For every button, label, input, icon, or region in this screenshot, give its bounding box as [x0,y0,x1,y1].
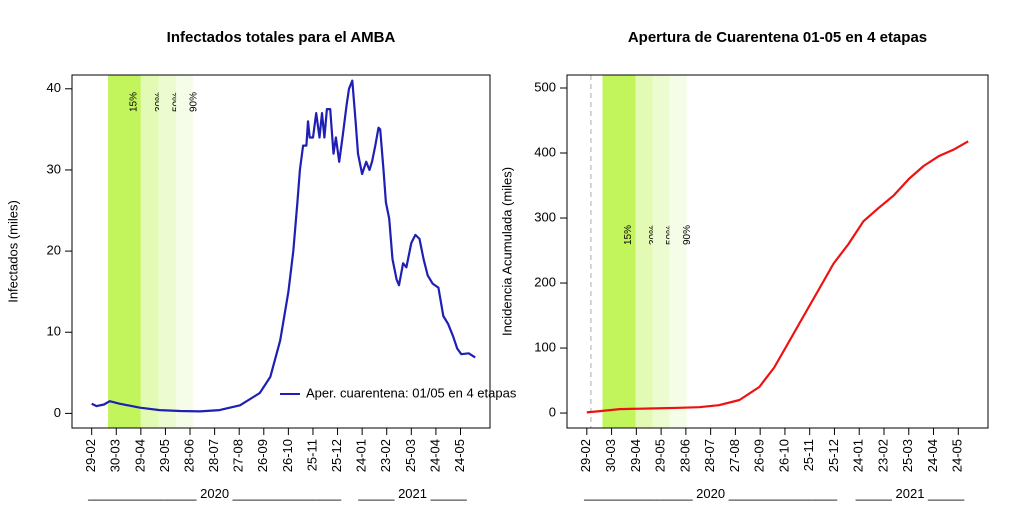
x-tick-label: 28-07 [206,439,221,472]
phase-band [140,75,159,428]
y-axis-label: Infectados (miles) [5,200,20,303]
y-tick-label: 0 [549,404,556,419]
phase-band [669,75,687,428]
phase-band [176,75,194,428]
x-tick-label: 27-08 [231,439,246,472]
year-label: _______________ 2020 _______________ [583,486,838,501]
x-tick-label: 25-12 [329,439,344,472]
x-tick-label: 30-03 [108,439,123,472]
x-tick-label: 29-05 [157,439,172,472]
year-label: _______________ 2020 _______________ [87,486,342,501]
x-tick-label: 26-09 [752,439,767,472]
x-tick-label: 26-09 [255,439,270,472]
x-tick-label: 28-06 [181,439,196,472]
x-tick-label: 24-04 [427,439,442,472]
x-tick-label: 27-08 [727,439,742,472]
x-tick-label: 25-03 [403,439,418,472]
plot-frame [566,74,989,429]
y-tick-label: 300 [534,209,556,224]
x-tick-label: 29-05 [653,439,668,472]
year-label: _____ 2021 _____ [357,486,467,501]
x-tick-label: 23-02 [875,439,890,472]
x-tick-label: 25-11 [801,439,816,471]
chart-title: Apertura de Cuarentena 01-05 en 4 etapas [628,29,927,46]
y-tick-label: 0 [54,405,61,420]
chart-title: Infectados totales para el AMBA [167,29,396,46]
x-tick-label: 25-11 [304,439,319,471]
x-tick-label: 24-01 [354,439,369,472]
phase-band [158,75,177,428]
band-label: 90% [189,92,200,112]
y-tick-label: 40 [47,80,61,95]
x-tick-label: 25-12 [826,439,841,472]
x-tick-label: 30-03 [603,439,618,472]
y-tick-label: 20 [47,243,61,258]
x-tick-label: 29-04 [628,439,643,472]
x-tick-label: 24-04 [925,439,940,472]
x-tick-label: 25-03 [900,439,915,472]
legend-label: Aper. cuarentena: 01/05 en 4 etapas [306,385,517,400]
y-axis-label: Incidencia Acumulada (miles) [499,167,514,336]
x-tick-label: 29-04 [132,439,147,472]
y-tick-label: 10 [47,324,61,339]
x-tick-label: 24-05 [950,439,965,472]
y-tick-label: 500 [534,79,556,94]
x-tick-label: 28-07 [702,439,717,472]
data-line [586,140,969,414]
phase-band [652,75,670,428]
x-tick-label: 24-01 [851,439,866,472]
band-label: 15% [623,225,634,245]
band-label: 15% [128,92,139,112]
x-tick-label: 26-10 [776,439,791,472]
x-tick-label: 29-02 [578,439,593,472]
x-tick-label: 24-05 [452,439,467,472]
x-tick-label: 26-10 [280,439,295,472]
phase-band [602,75,636,428]
y-tick-label: 200 [534,274,556,289]
y-tick-label: 400 [534,144,556,159]
year-label: _____ 2021 _____ [855,486,965,501]
y-tick-label: 30 [47,161,61,176]
x-tick-label: 28-06 [677,439,692,472]
legend: Aper. cuarentena: 01/05 en 4 etapas [280,385,517,400]
data-line [91,79,476,413]
phase-band [635,75,653,428]
x-tick-label: 23-02 [378,439,393,472]
x-tick-label: 29-02 [83,439,98,472]
y-tick-label: 100 [534,339,556,354]
band-label: 90% [682,225,693,245]
phase-band [108,75,141,428]
